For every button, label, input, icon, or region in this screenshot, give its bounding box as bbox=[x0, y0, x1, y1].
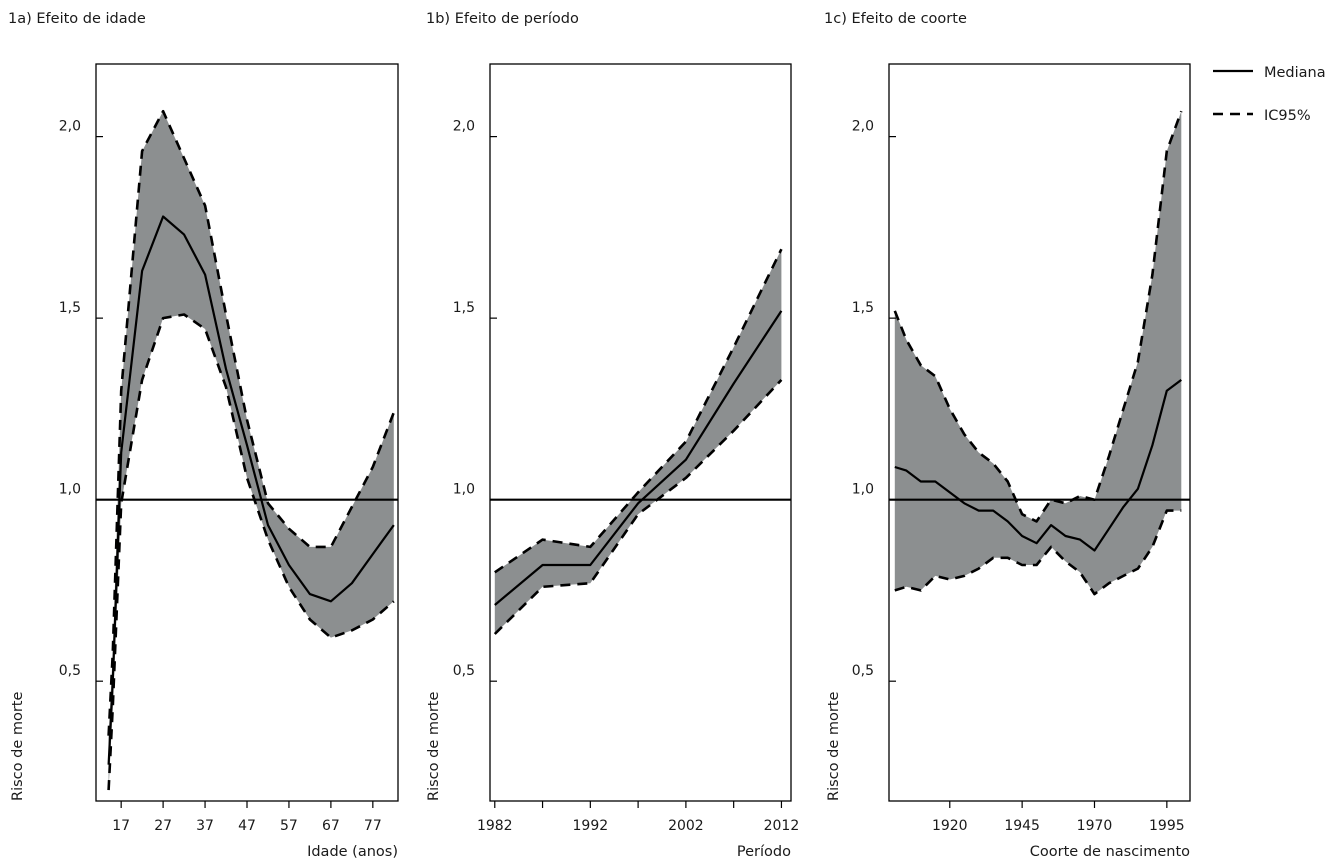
chart-panel-2: 0,5 1,0 1,5 2,0 1982 1992 2002 2012 1b) Efeito d… bbox=[426, 11, 799, 860]
y-tick-label: 0,5 bbox=[852, 663, 874, 679]
y-tick-label: 2,0 bbox=[59, 119, 81, 135]
chart-panel-1: 0,5 1,0 1,5 2,0 17 27 37 47 57 67 77 1a) Efeito de … bbox=[8, 11, 399, 860]
y-axis-label: Risco de morte bbox=[826, 692, 842, 801]
x-tick-label: 1982 bbox=[477, 818, 513, 834]
x-tick-label: 37 bbox=[196, 818, 214, 834]
confidence-band bbox=[494, 249, 782, 634]
x-tick-label: 27 bbox=[154, 818, 172, 834]
y-axis-label: Risco de morte bbox=[10, 692, 26, 801]
x-tick-label: 2002 bbox=[668, 818, 704, 834]
x-tick-label: 47 bbox=[238, 818, 256, 834]
ci-lower-line bbox=[894, 509, 1182, 596]
x-tick-label: 1992 bbox=[573, 818, 609, 834]
x-tick-label: 77 bbox=[364, 818, 382, 834]
x-axis-label: Idade (anos) bbox=[307, 844, 398, 860]
y-tick-label: 2,0 bbox=[852, 119, 874, 135]
median-line bbox=[894, 379, 1182, 552]
plot-frame bbox=[888, 63, 1191, 802]
x-axis-label: Coorte de nascimento bbox=[1030, 844, 1190, 860]
ci-upper-line bbox=[893, 110, 1183, 523]
confidence-band bbox=[894, 111, 1182, 595]
x-tick-label: 57 bbox=[280, 818, 298, 834]
y-tick-label: 1,5 bbox=[59, 300, 81, 316]
x-tick-label: 1995 bbox=[1149, 818, 1185, 834]
chart-title: 1b) Efeito de período bbox=[426, 11, 579, 27]
chart-title: 1a) Efeito de idade bbox=[8, 11, 146, 27]
x-tick-label: 67 bbox=[322, 818, 340, 834]
chart-title: 1c) Efeito de coorte bbox=[824, 11, 967, 27]
ci-upper-line bbox=[494, 248, 783, 574]
median-line bbox=[494, 310, 783, 606]
x-tick-label: 2012 bbox=[764, 818, 800, 834]
y-tick-label: 1,0 bbox=[453, 482, 475, 498]
x-tick-label: 17 bbox=[112, 818, 130, 834]
y-tick-label: 2,0 bbox=[453, 119, 475, 135]
legend: Mediana IC95% bbox=[1213, 65, 1326, 124]
x-tick-label: 1920 bbox=[932, 818, 968, 834]
y-tick-label: 1,0 bbox=[852, 482, 874, 498]
ci-lower-line bbox=[107, 313, 395, 791]
y-axis-label: Risco de morte bbox=[426, 692, 442, 801]
y-tick-label: 0,5 bbox=[453, 663, 475, 679]
ci-upper-line bbox=[107, 109, 396, 736]
x-tick-label: 1945 bbox=[1004, 818, 1040, 834]
chart-panel-3: 0,5 1,0 1,5 2,0 1920 1945 1970 1995 1c) Efeito d… bbox=[824, 11, 1191, 860]
x-axis-label: Período bbox=[737, 844, 791, 860]
plot-frame bbox=[489, 63, 792, 802]
confidence-band bbox=[108, 111, 394, 791]
y-tick-label: 1,5 bbox=[453, 300, 475, 316]
y-tick-label: 1,5 bbox=[852, 300, 874, 316]
legend-median-label: Mediana bbox=[1264, 65, 1326, 81]
legend-ci-label: IC95% bbox=[1264, 108, 1311, 124]
y-tick-label: 1,0 bbox=[59, 482, 81, 498]
x-tick-label: 1970 bbox=[1077, 818, 1113, 834]
y-tick-label: 0,5 bbox=[59, 663, 81, 679]
ci-lower-line bbox=[493, 379, 783, 635]
median-line bbox=[107, 215, 395, 765]
